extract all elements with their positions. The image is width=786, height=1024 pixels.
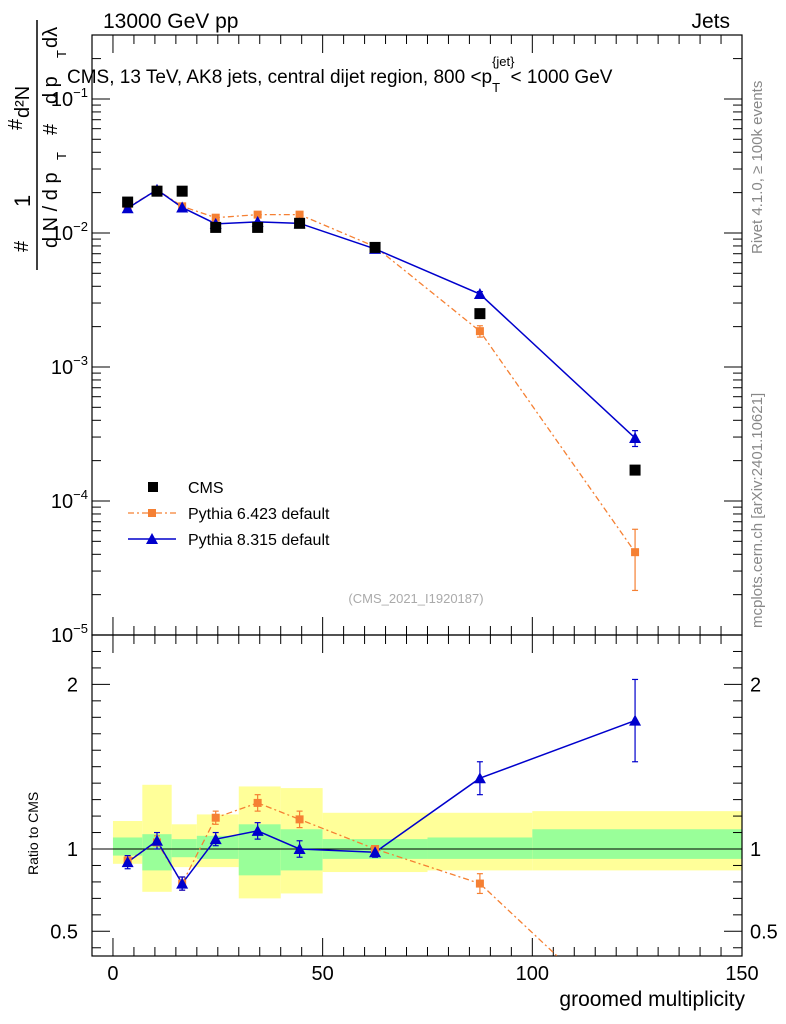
ratio-pythia6-point <box>253 798 262 807</box>
svg-text:#: # <box>11 240 33 252</box>
x-axis-label: groomed multiplicity <box>559 988 745 1011</box>
y-tick-label: 10−1 <box>51 85 88 111</box>
uncertainty-band-inner <box>196 835 239 859</box>
pythia6-point <box>295 210 304 219</box>
ratio-pythia8-point <box>209 833 222 845</box>
ratio-y-tick-label: 0.5 <box>50 921 78 943</box>
legend-marker-pythia8 <box>146 533 158 544</box>
cms-point <box>252 221 264 233</box>
ratio-pythia8-point <box>473 772 486 784</box>
ratio-pythia8-point <box>121 856 134 868</box>
title-sup-jet: {jet} <box>492 54 515 69</box>
pythia8-point <box>473 288 486 300</box>
uncertainty-band-inner <box>532 829 742 859</box>
ratio-y-tick-label: 1 <box>67 839 78 861</box>
pythia6-point <box>253 210 262 219</box>
ratio-pythia8-point <box>369 846 382 858</box>
svg-text:d p: d p <box>40 76 62 104</box>
ratio-y-tick-label: 2 <box>67 674 78 696</box>
ratio-y-axis-label: Ratio to CMS <box>25 792 41 875</box>
pythia6-point <box>211 213 220 222</box>
y-tick-label: 10−3 <box>51 353 88 379</box>
legend-label-cms: CMS <box>188 480 224 497</box>
svg-text:1: 1 <box>10 195 35 207</box>
legend-marker-pythia6 <box>148 509 156 517</box>
cms-point <box>294 217 306 229</box>
pythia6-line <box>127 189 636 553</box>
header-category: Jets <box>691 10 730 33</box>
cms-point <box>151 185 163 197</box>
svg-text:dλ: dλ <box>40 27 62 48</box>
ratio-pythia8-point <box>151 834 163 846</box>
main-plot-panel: 10−5 10−4 10−3 10−2 10−1 <box>51 34 743 647</box>
ratio-pythia6-point <box>295 815 304 824</box>
ratio-pythia6-point <box>475 879 484 888</box>
main-y-axis-label: # 1 d N / d p T # # d p T d²N dλ <box>5 20 69 270</box>
svg-text:T: T <box>54 50 69 58</box>
legend-marker-cms <box>148 482 158 492</box>
ratio-pythia8-point <box>293 843 306 854</box>
pythia6-point <box>631 548 640 557</box>
cms-point <box>122 196 134 208</box>
uncertainty-band-inner <box>171 839 197 858</box>
y-tick-label: 10−5 <box>51 621 88 647</box>
x-tick-label: 100 <box>516 963 549 985</box>
pythia8-point <box>629 432 642 444</box>
y-tick-label: 10−2 <box>51 219 88 245</box>
svg-text:#: # <box>5 118 27 130</box>
svg-text:d N / d p: d N / d p <box>40 172 62 248</box>
cms-point <box>210 221 222 233</box>
x-tick-label: 50 <box>312 963 334 985</box>
cms-point <box>629 464 641 476</box>
legend-label-pythia8: Pythia 8.315 default <box>188 532 330 549</box>
cms-point <box>474 308 486 320</box>
ratio-pythia8-point <box>629 714 642 726</box>
ratio-y-tick-label-right: 2 <box>750 674 761 696</box>
pythia8-line <box>127 188 636 439</box>
legend: CMS Pythia 6.423 default Pythia 8.315 de… <box>128 480 330 549</box>
header-energy: 13000 GeV pp <box>103 10 238 33</box>
title-sub-T: T <box>492 80 500 95</box>
pythia6-point <box>475 327 484 336</box>
cms-point <box>176 185 188 197</box>
mcplots-label: mcplots.cern.ch [arXiv:2401.10621] <box>749 393 766 628</box>
x-tick-label: 150 <box>725 963 758 985</box>
analysis-watermark: (CMS_2021_I1920187) <box>348 591 483 606</box>
pythia8-point <box>121 202 134 214</box>
ratio-pythia6-point <box>211 813 220 822</box>
uncertainty-band-inner <box>427 837 533 859</box>
svg-text:T: T <box>54 152 69 160</box>
cms-point <box>369 241 381 253</box>
x-tick-label: 0 <box>107 963 118 985</box>
ratio-plot-panel: 0.5 0.5 1 1 2 2 0 50 100 150 <box>50 634 778 985</box>
rivet-version-label: Rivet 4.1.0, ≥ 100k events <box>749 81 766 254</box>
uncertainty-band-inner <box>112 837 143 856</box>
pythia8-point <box>176 201 189 213</box>
legend-label-pythia6: Pythia 6.423 default <box>188 506 330 523</box>
ratio-plot-frame <box>91 634 743 957</box>
chart-title: CMS, 13 TeV, AK8 jets, central dijet reg… <box>67 54 613 95</box>
svg-text:#: # <box>40 123 62 135</box>
ratio-pythia8-point <box>251 824 264 836</box>
svg-text:d²N: d²N <box>12 86 34 118</box>
ratio-pythia8-point <box>176 877 189 889</box>
ratio-series-clipped <box>121 678 642 956</box>
y-tick-label: 10−4 <box>51 487 88 513</box>
ratio-y-tick-label-right: 0.5 <box>750 921 778 943</box>
ratio-y-tick-label-right: 1 <box>750 839 761 861</box>
